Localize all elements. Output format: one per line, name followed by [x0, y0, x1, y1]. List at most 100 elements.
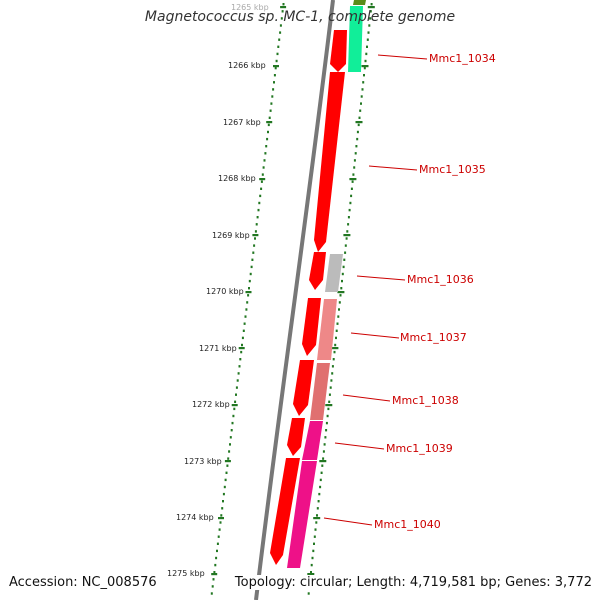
outer-track-tick: [274, 66, 277, 70]
outer-track-tick: [281, 10, 284, 13]
gene-label-1040[interactable]: Mmc1_1040: [374, 518, 441, 531]
inner-track-tick: [311, 556, 314, 560]
outer-track-tick: [230, 429, 233, 432]
inner-track-tick: [333, 350, 336, 354]
outer-track-tick: [252, 251, 255, 254]
inner-track-tick: [341, 272, 344, 276]
outer-track-major-tick: [218, 517, 224, 520]
outer-track-tick: [217, 535, 220, 538]
outer-track-tick: [268, 116, 271, 119]
gene-arrow-1034[interactable]: [330, 30, 347, 72]
outer-track-tick: [272, 88, 275, 91]
inner-track-tick: [369, 10, 372, 13]
outer-track-tick: [235, 386, 238, 389]
outer-track-tick: [273, 81, 275, 84]
inner-track-tick: [335, 336, 337, 340]
inner-track-tick: [358, 116, 361, 119]
outer-track-major-tick: [266, 121, 273, 124]
axis-label-1275: 1275 kbp: [167, 569, 205, 578]
outer-track-tick: [253, 244, 256, 247]
leader-1038: [342, 394, 391, 402]
outer-track-tick: [232, 414, 235, 418]
inner-track-tick: [317, 500, 320, 503]
outer-track-major-tick: [238, 347, 245, 350]
inner-track-major-tick: [325, 404, 333, 407]
inner-track-tick: [344, 251, 347, 254]
inner-track-tick: [366, 38, 369, 41]
gene-labels: Mmc1_1034 Mmc1_1035 Mmc1_1036 Mmc1_1037 …: [374, 52, 496, 531]
outer-track-tick: [278, 38, 281, 41]
gene-label-1034[interactable]: Mmc1_1034: [429, 52, 496, 65]
gene-arrow-1040[interactable]: [270, 458, 300, 565]
outer-track-tick: [228, 450, 231, 453]
inner-track-tick: [325, 421, 328, 425]
outer-track-tick: [216, 549, 218, 553]
outer-track-major-tick: [231, 404, 238, 407]
inner-track-tick: [336, 322, 339, 325]
gene-arrow-1037[interactable]: [302, 298, 321, 356]
outer-track-tick: [211, 585, 214, 588]
outer-track-tick: [222, 500, 224, 503]
outer-track-tick: [249, 272, 252, 276]
inner-track-tick: [350, 187, 353, 190]
outer-track-tick: [260, 187, 263, 190]
outer-track-tick: [280, 17, 283, 20]
outer-track-tick: [216, 542, 219, 545]
gene-label-1037[interactable]: Mmc1_1037: [400, 331, 467, 344]
inner-track-tick: [330, 379, 333, 382]
outer-track-tick: [215, 556, 218, 560]
outer-track-tick: [212, 578, 215, 581]
inner-track-tick: [351, 180, 354, 183]
inner-track-tick: [341, 279, 343, 283]
inner-track-tick: [370, 3, 373, 6]
inner-track-tick: [366, 45, 368, 48]
outer-track-tick: [244, 315, 247, 318]
outer-track-tick: [263, 159, 266, 162]
outer-track-tick: [242, 329, 245, 332]
inner-track-tick: [363, 74, 365, 77]
outer-track-tick: [262, 166, 265, 169]
inner-track-tick: [369, 17, 372, 20]
inner-track-tick: [331, 372, 334, 375]
inner-track-tick: [346, 230, 349, 233]
outer-track-tick: [248, 287, 250, 290]
inner-track-tick: [347, 223, 350, 226]
inner-track-tick: [335, 329, 338, 332]
gene-label-1036[interactable]: Mmc1_1036: [407, 273, 474, 286]
inner-track-tick: [325, 429, 328, 432]
outer-track-tick: [227, 457, 230, 460]
inner-track-tick: [319, 478, 322, 482]
outer-track-tick: [234, 400, 237, 403]
inner-track-tick: [314, 528, 317, 531]
inner-track-tick: [340, 287, 343, 290]
inner-track-tick: [323, 443, 326, 446]
gene-arrow-1039[interactable]: [287, 418, 305, 456]
outer-track-tick: [229, 436, 232, 439]
outer-track-tick: [276, 52, 279, 56]
cog-band-1038: [310, 363, 330, 420]
gene-label-1039[interactable]: Mmc1_1039: [386, 442, 453, 455]
gene-label-1038[interactable]: Mmc1_1038: [392, 394, 459, 407]
inner-track-tick: [337, 315, 340, 318]
inner-track-tick: [332, 358, 335, 361]
outer-track-major-tick: [245, 291, 252, 294]
inner-track-tick: [360, 102, 362, 105]
inner-track-major-tick: [313, 517, 321, 520]
outer-track-tick: [282, 3, 285, 6]
gene-label-1035[interactable]: Mmc1_1035: [419, 163, 486, 176]
inner-track-tick: [349, 201, 352, 205]
leader-1036: [356, 275, 406, 281]
inner-track-tick: [350, 194, 353, 198]
inner-track-tick: [315, 521, 318, 524]
gene-arrow-1035[interactable]: [314, 72, 345, 252]
outer-track-tick: [219, 521, 222, 524]
inner-track-tick: [322, 450, 325, 453]
gene-arrow-1038[interactable]: [293, 360, 314, 416]
inner-track-tick: [312, 549, 315, 553]
gene-arrow-1036[interactable]: [309, 252, 326, 290]
outer-track-major-tick: [211, 573, 218, 576]
outer-track-tick: [273, 74, 276, 77]
outer-track-tick: [222, 492, 225, 496]
inner-track-tick: [360, 95, 363, 98]
outer-track-tick: [225, 471, 228, 474]
